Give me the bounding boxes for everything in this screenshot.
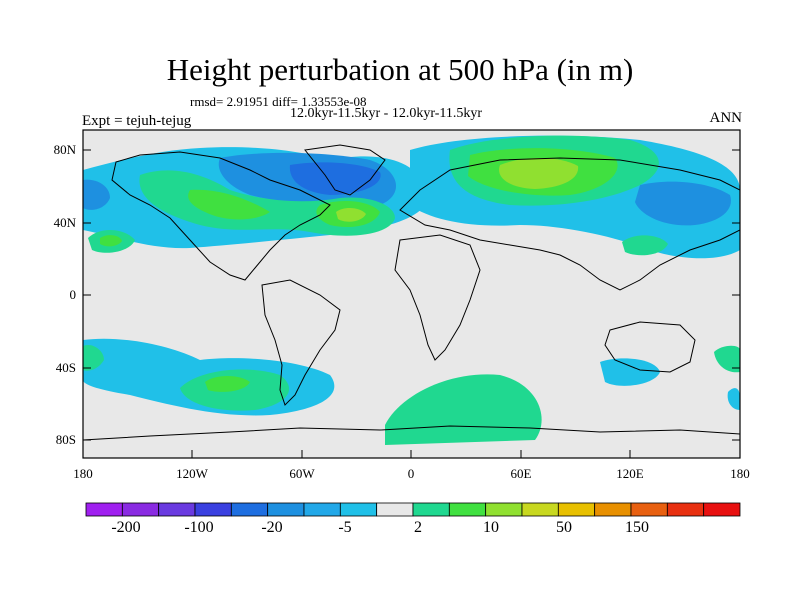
colorbar-swatch bbox=[485, 502, 523, 517]
contour-atl-max bbox=[336, 208, 366, 222]
coast-australia bbox=[604, 321, 696, 373]
plot-title: Height perturbation at 500 hPa (in m) bbox=[166, 52, 634, 87]
contour-na-bright bbox=[188, 189, 270, 220]
colorbar-swatch bbox=[594, 502, 632, 517]
coast-south-america bbox=[261, 279, 341, 406]
lat-label: 40S bbox=[55, 360, 76, 375]
contour-greenland-blue bbox=[289, 162, 381, 195]
colorbar-label: -100 bbox=[184, 519, 214, 536]
contour-eur-max bbox=[499, 157, 579, 189]
stats-text: rmsd= 2.91951 diff= 1.33553e-08 bbox=[190, 94, 367, 109]
coast-africa bbox=[394, 234, 481, 361]
coastlines bbox=[83, 144, 740, 441]
lon-label: 60W bbox=[289, 466, 315, 481]
coast-eurasia bbox=[399, 157, 740, 291]
lat-label: 0 bbox=[69, 287, 77, 302]
colorbar-swatch bbox=[376, 502, 414, 517]
colorbar-swatch bbox=[703, 502, 741, 517]
coast-north-america bbox=[111, 151, 331, 281]
colorbar-label: 2 bbox=[414, 519, 422, 536]
contour-sh-blue-far-east bbox=[727, 388, 740, 410]
colorbar-swatch bbox=[158, 502, 196, 517]
colorbar bbox=[85, 502, 741, 517]
lat-label: 80N bbox=[53, 142, 76, 157]
lon-label: 180 bbox=[730, 466, 750, 481]
lon-label: 120E bbox=[616, 466, 644, 481]
colorbar-swatch bbox=[412, 502, 450, 517]
contour-atl-blue-small bbox=[148, 221, 200, 245]
colorbar-swatch bbox=[557, 502, 596, 517]
period-subtitle: 12.0kyr-11.5kyr - 12.0kyr-11.5kyr bbox=[290, 106, 483, 121]
experiment-label: Expt = tejuh-tejug bbox=[82, 113, 192, 129]
colorbar-swatch bbox=[85, 502, 123, 517]
colorbar-label: -5 bbox=[338, 519, 352, 536]
lat-tick-marks bbox=[83, 149, 740, 441]
contour-west-blue bbox=[83, 179, 110, 210]
colorbar-label: -20 bbox=[261, 519, 283, 536]
colorbar-swatch bbox=[194, 502, 232, 517]
contour-pac-bright bbox=[100, 235, 122, 247]
colorbar-swatch bbox=[303, 502, 341, 517]
season-label: ANN bbox=[709, 110, 743, 126]
colorbar-swatch bbox=[448, 502, 487, 517]
contour-sh-pac-bright bbox=[205, 376, 250, 392]
lon-label: 60E bbox=[510, 466, 532, 481]
colorbar-swatch bbox=[121, 502, 160, 517]
lon-label: 0 bbox=[407, 466, 415, 481]
lon-label: 120W bbox=[176, 466, 208, 481]
contour-west-green-sh bbox=[83, 344, 104, 371]
colorbar-swatch bbox=[339, 502, 378, 517]
contour-japan-green bbox=[622, 235, 668, 256]
contour-asia-blue bbox=[635, 181, 731, 226]
lat-label: 40N bbox=[53, 215, 76, 230]
lon-tick-marks bbox=[82, 450, 741, 458]
colorbar-swatch bbox=[521, 502, 559, 517]
colorbar-swatch bbox=[666, 502, 705, 517]
colorbar-label: 150 bbox=[625, 519, 649, 536]
lon-label: 180 bbox=[73, 466, 93, 481]
colorbar-swatch bbox=[230, 502, 269, 517]
contour-sh-green-east bbox=[714, 345, 740, 373]
colorbar-label: 50 bbox=[556, 519, 572, 536]
colorbar-swatch bbox=[630, 502, 668, 517]
colorbar-label: -200 bbox=[111, 519, 141, 536]
contour-sh-blue-east bbox=[600, 358, 660, 386]
coast-antarctica bbox=[83, 425, 740, 441]
coast-greenland bbox=[304, 144, 386, 196]
colorbar-label: 10 bbox=[483, 519, 499, 536]
colorbar-swatch bbox=[267, 502, 305, 517]
lat-label: 80S bbox=[55, 432, 76, 447]
